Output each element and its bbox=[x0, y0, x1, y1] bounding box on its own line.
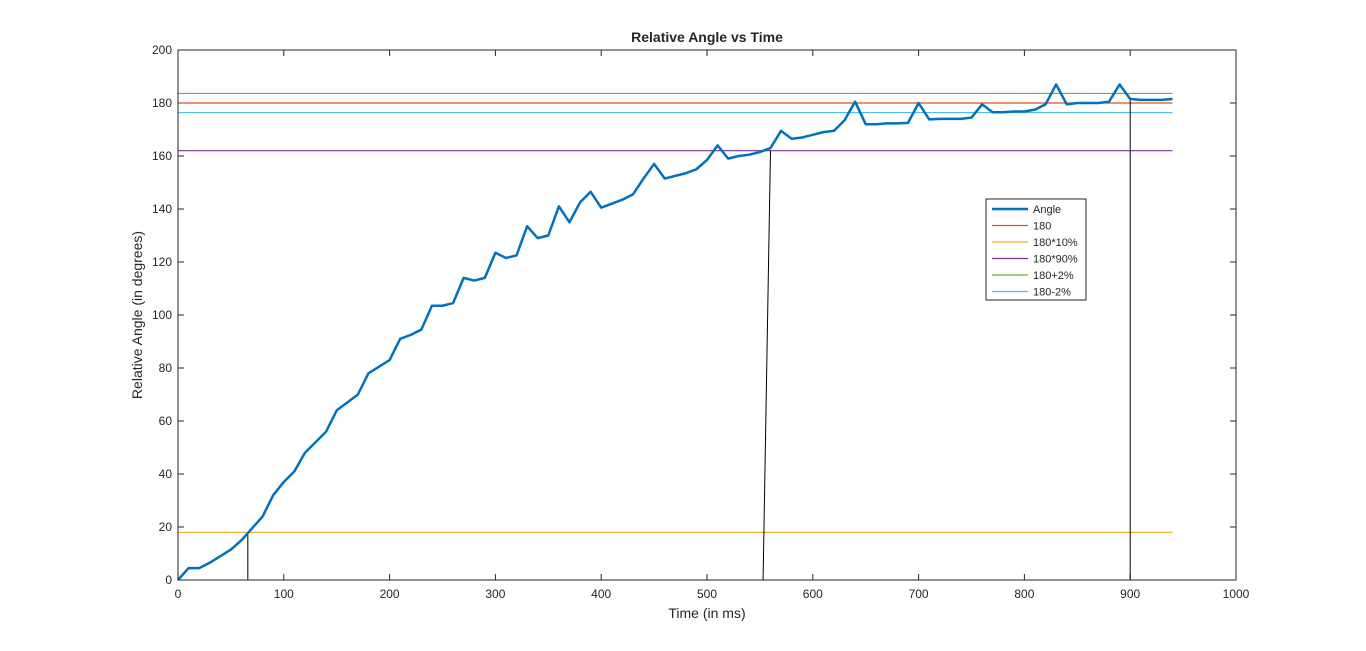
y-tick-label: 120 bbox=[152, 255, 172, 269]
y-tick-label: 160 bbox=[152, 149, 172, 163]
y-tick-label: 200 bbox=[152, 43, 172, 57]
x-tick-label: 200 bbox=[380, 587, 400, 601]
legend-label-angle: Angle bbox=[1033, 204, 1061, 216]
x-tick-label: 400 bbox=[591, 587, 611, 601]
x-tick-label: 700 bbox=[909, 587, 929, 601]
y-tick-label: 40 bbox=[159, 467, 173, 481]
legend-label-180-2: 180-2% bbox=[1033, 287, 1071, 299]
x-tick-label: 600 bbox=[803, 587, 823, 601]
axes-box bbox=[177, 49, 1237, 581]
y-tick-label: 20 bbox=[159, 520, 173, 534]
y-tick-label: 140 bbox=[152, 202, 172, 216]
x-tick-label: 900 bbox=[1120, 587, 1140, 601]
y-tick-label: 80 bbox=[159, 361, 173, 375]
legend-box bbox=[985, 198, 1087, 301]
y-tick-label: 100 bbox=[152, 308, 172, 322]
x-tick-labels: 0 100 200 300 400 500 600 700 800 900 1000 bbox=[175, 587, 1250, 601]
legend-label-180: 180 bbox=[1033, 221, 1051, 233]
legend-label-180-2: 180+2% bbox=[1033, 270, 1074, 282]
y-tick-labels: 0 20 40 60 80 100 120 140 160 180 200 bbox=[152, 43, 172, 587]
x-tick-label: 800 bbox=[1014, 587, 1034, 601]
x-tick-label: 300 bbox=[485, 587, 505, 601]
y-tick-label: 180 bbox=[152, 96, 172, 110]
y-tick-label: 0 bbox=[165, 573, 172, 587]
x-tick-label: 1000 bbox=[1223, 587, 1250, 601]
x-tick-label: 500 bbox=[697, 587, 717, 601]
legend-label-180-10: 180*10% bbox=[1033, 237, 1078, 249]
x-axis-label: Time (in ms) bbox=[668, 605, 745, 621]
y-axis-label: Relative Angle (in degrees) bbox=[129, 231, 145, 399]
legend-entries: Angle 180 180*10% 180*90% 180+2% 180-2% bbox=[992, 204, 1078, 299]
series-line-angle bbox=[177, 83, 1173, 581]
x-tick-label: 0 bbox=[175, 587, 182, 601]
chart-title: Relative Angle vs Time bbox=[631, 29, 783, 45]
angle-series bbox=[177, 83, 1173, 581]
y-tick-label: 60 bbox=[159, 414, 173, 428]
drop-line bbox=[762, 150, 771, 581]
legend-label-180-90: 180*90% bbox=[1033, 254, 1078, 266]
x-tick-label: 100 bbox=[274, 587, 294, 601]
plot-area bbox=[178, 50, 1236, 580]
drop-lines bbox=[247, 99, 1131, 581]
legend: Angle 180 180*10% 180*90% 180+2% 180-2% bbox=[985, 198, 1087, 301]
